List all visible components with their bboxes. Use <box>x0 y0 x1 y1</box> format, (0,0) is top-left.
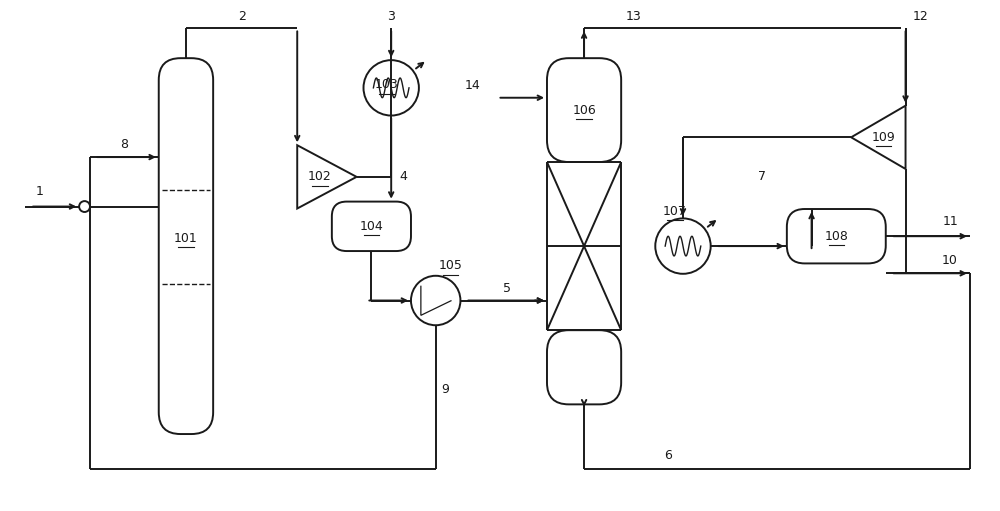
Text: 7: 7 <box>758 170 766 183</box>
Text: 106: 106 <box>572 104 596 117</box>
Text: 5: 5 <box>503 282 511 295</box>
Text: 103: 103 <box>374 78 398 91</box>
Text: 102: 102 <box>308 170 332 183</box>
Text: 4: 4 <box>399 170 407 183</box>
Text: 104: 104 <box>360 220 383 233</box>
Text: 8: 8 <box>120 138 128 151</box>
FancyBboxPatch shape <box>787 209 886 263</box>
Text: 101: 101 <box>174 232 198 245</box>
FancyBboxPatch shape <box>159 58 213 434</box>
Text: 13: 13 <box>626 10 641 23</box>
Text: 1: 1 <box>36 185 44 198</box>
Text: 6: 6 <box>664 449 672 462</box>
Text: 14: 14 <box>465 79 481 92</box>
FancyBboxPatch shape <box>332 202 411 251</box>
Text: 9: 9 <box>442 383 450 396</box>
Text: 11: 11 <box>942 215 958 228</box>
FancyBboxPatch shape <box>547 330 621 404</box>
Text: 107: 107 <box>663 205 687 218</box>
Text: 108: 108 <box>824 230 848 243</box>
Text: 105: 105 <box>439 260 462 272</box>
FancyBboxPatch shape <box>547 58 621 162</box>
Text: 10: 10 <box>942 254 958 267</box>
Text: 109: 109 <box>871 131 895 144</box>
Text: 12: 12 <box>913 10 928 23</box>
Text: 2: 2 <box>238 10 246 23</box>
Text: 3: 3 <box>387 10 395 23</box>
